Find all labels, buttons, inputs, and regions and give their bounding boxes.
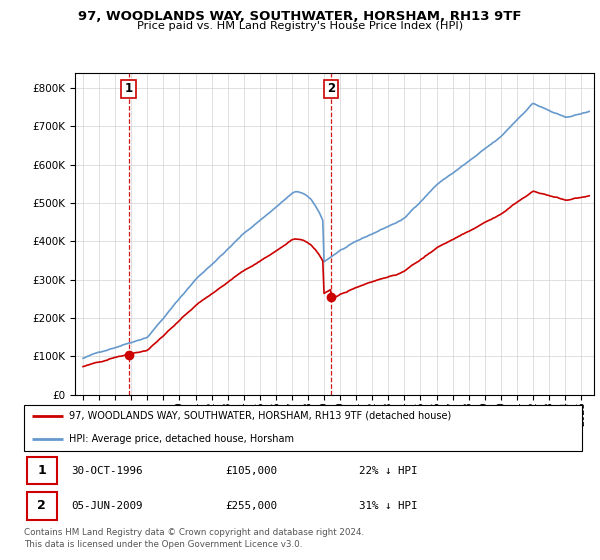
- Text: 97, WOODLANDS WAY, SOUTHWATER, HORSHAM, RH13 9TF: 97, WOODLANDS WAY, SOUTHWATER, HORSHAM, …: [78, 10, 522, 22]
- Text: 30-OCT-1996: 30-OCT-1996: [71, 466, 143, 476]
- Text: 1: 1: [37, 464, 46, 477]
- Text: This data is licensed under the Open Government Licence v3.0.: This data is licensed under the Open Gov…: [24, 540, 302, 549]
- Text: 22% ↓ HPI: 22% ↓ HPI: [359, 466, 418, 476]
- Text: 97, WOODLANDS WAY, SOUTHWATER, HORSHAM, RH13 9TF (detached house): 97, WOODLANDS WAY, SOUTHWATER, HORSHAM, …: [68, 411, 451, 421]
- FancyBboxPatch shape: [24, 405, 582, 451]
- Text: 2: 2: [37, 500, 46, 512]
- Text: HPI: Average price, detached house, Horsham: HPI: Average price, detached house, Hors…: [68, 434, 293, 444]
- FancyBboxPatch shape: [27, 492, 58, 520]
- Text: Contains HM Land Registry data © Crown copyright and database right 2024.: Contains HM Land Registry data © Crown c…: [24, 528, 364, 537]
- FancyBboxPatch shape: [27, 457, 58, 484]
- Text: Price paid vs. HM Land Registry's House Price Index (HPI): Price paid vs. HM Land Registry's House …: [137, 21, 463, 31]
- Text: 1: 1: [124, 82, 133, 95]
- Text: £255,000: £255,000: [225, 501, 277, 511]
- Text: 31% ↓ HPI: 31% ↓ HPI: [359, 501, 418, 511]
- Text: £105,000: £105,000: [225, 466, 277, 476]
- Text: 2: 2: [327, 82, 335, 95]
- Text: 05-JUN-2009: 05-JUN-2009: [71, 501, 143, 511]
